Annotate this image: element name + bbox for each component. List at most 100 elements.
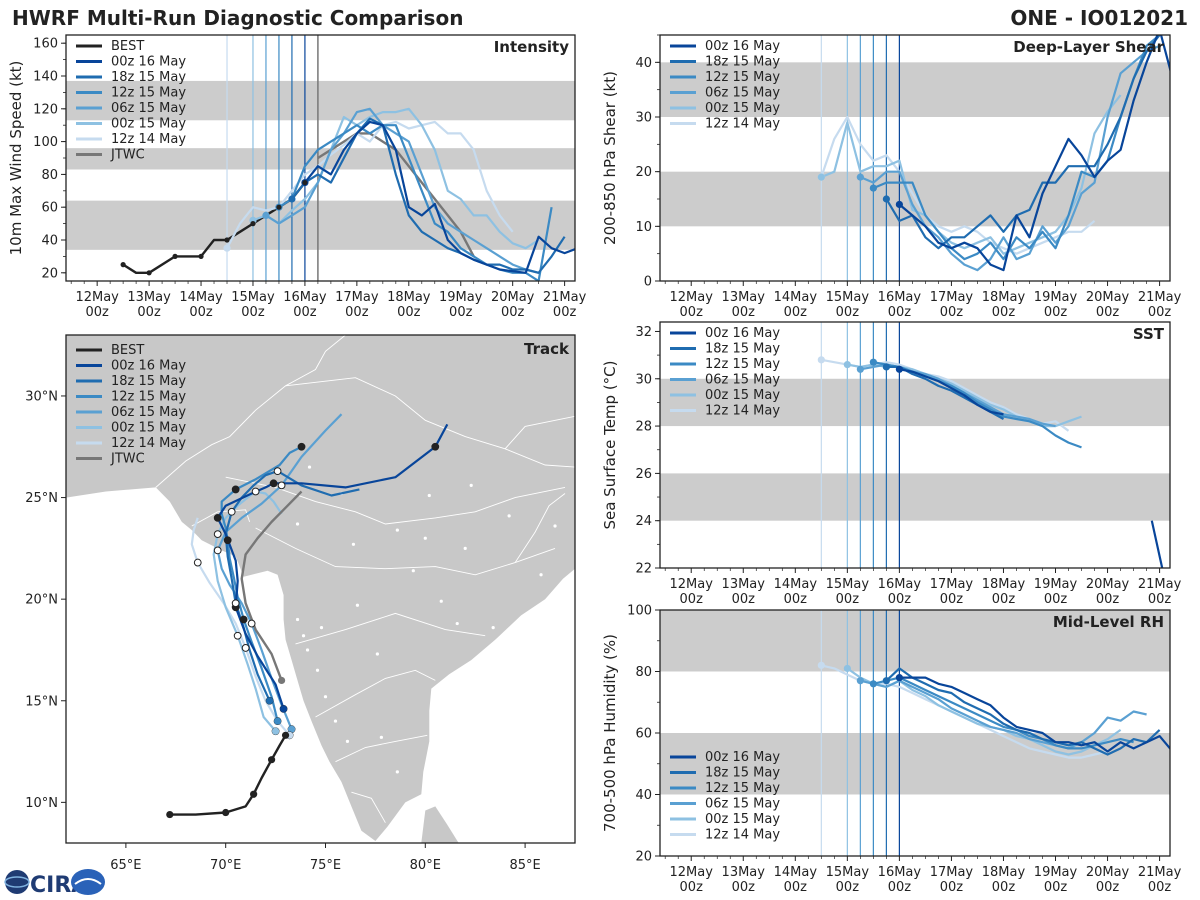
- track-lon-label: 75°E: [310, 858, 341, 873]
- track-lat-label: 30°N: [25, 389, 58, 404]
- map-lake: [395, 528, 399, 532]
- map-lake: [491, 626, 495, 630]
- shear-panel: 01020304012May00z13May00z14May00z15May00…: [601, 34, 1182, 320]
- rh-y-tick-label: 60: [635, 727, 652, 742]
- track-position-marker: [193, 558, 202, 567]
- shear-legend-label: 00z 15 May: [705, 101, 780, 116]
- map-lake: [455, 621, 459, 626]
- intensity-x-tick-hour: 00z: [501, 305, 525, 320]
- track-legend-label: 18z 15 May: [111, 374, 186, 389]
- sst-init-marker: [856, 365, 864, 373]
- shear-x-tick-hour: 00z: [992, 305, 1016, 320]
- track-legend-label: JTWC: [110, 452, 145, 467]
- rh-init-marker: [869, 680, 877, 688]
- map-lake: [463, 546, 467, 550]
- sst-series-line: [899, 368, 1164, 568]
- rh-x-tick-date: 21May: [1138, 865, 1182, 880]
- intensity-legend-label: 18z 15 May: [111, 70, 186, 85]
- track-position-marker: [223, 536, 232, 545]
- track-position-marker: [277, 481, 286, 490]
- intensity-x-tick-date: 13May: [127, 290, 171, 305]
- map-lake: [355, 603, 360, 607]
- intensity-panel-title: Intensity: [494, 38, 570, 56]
- intensity-y-tick-label: 120: [33, 102, 58, 117]
- cira-logo-orbit-icon: [4, 876, 30, 888]
- map-lake: [379, 735, 383, 739]
- map-lake: [539, 573, 543, 577]
- map-lake: [301, 634, 306, 638]
- rh-x-tick-date: 15May: [826, 865, 870, 880]
- track-position-marker: [233, 631, 242, 640]
- track-position-marker: [273, 467, 282, 476]
- track-forecast-line: [190, 517, 291, 737]
- map-lake: [323, 695, 328, 699]
- intensity-x-tick-hour: 00z: [397, 305, 421, 320]
- shear-y-axis-label: 200-850 hPa Shear (kt): [601, 71, 619, 245]
- track-panel: 65°E 70°E 75°E 80°E 85°E 10°N 15°N 20°N 25°N 30°N…: [25, 334, 576, 873]
- map-lake: [411, 569, 415, 573]
- shear-y-tick-label: 10: [635, 220, 652, 235]
- shear-x-tick-hour: 00z: [784, 305, 808, 320]
- track-position-marker: [297, 442, 306, 451]
- intensity-x-tick-hour: 00z: [449, 305, 473, 320]
- track-lat-label: 15°N: [25, 694, 58, 709]
- rh-y-tick-label: 40: [635, 788, 652, 803]
- shear-init-marker: [882, 195, 890, 203]
- track-position-marker: [269, 479, 278, 488]
- track-position-marker: [227, 507, 236, 516]
- shear-x-tick-hour: 00z: [1044, 305, 1068, 320]
- shear-init-marker: [856, 173, 864, 181]
- sst-y-tick-label: 28: [635, 420, 652, 435]
- sst-legend-label: 00z 15 May: [705, 388, 780, 403]
- rh-x-tick-hour: 00z: [888, 880, 912, 895]
- sst-legend-label: 00z 16 May: [705, 326, 780, 341]
- rh-series-line: [899, 676, 1170, 753]
- intensity-x-tick-hour: 00z: [137, 305, 161, 320]
- rh-series-line: [885, 667, 1161, 756]
- rh-x-tick-date: 17May: [930, 865, 974, 880]
- shear-init-marker: [895, 200, 903, 209]
- map-lake: [351, 542, 356, 546]
- rh-panel-title: Mid-Level RH: [1053, 613, 1164, 631]
- track-position-marker: [431, 442, 440, 451]
- shear-x-tick-date: 16May: [878, 290, 922, 305]
- track-legend-label: 12z 15 May: [111, 390, 186, 405]
- sst-x-tick-hour: 00z: [992, 592, 1016, 607]
- track-position-marker: [231, 485, 240, 494]
- intensity-y-tick-label: 100: [33, 135, 58, 150]
- shear-x-tick-hour: 00z: [1096, 305, 1120, 320]
- intensity-best-marker: [198, 253, 204, 259]
- track-position-marker: [241, 644, 250, 652]
- shear-series-line: [872, 35, 1161, 261]
- track-position-marker: [213, 513, 222, 522]
- shear-init-marker: [869, 184, 877, 192]
- sst-init-marker: [817, 356, 825, 364]
- sst-x-tick-hour: 00z: [680, 592, 704, 607]
- shear-init-marker: [817, 173, 825, 181]
- track-best-marker: [222, 808, 230, 817]
- rh-init-marker: [843, 664, 851, 673]
- intensity-best-marker: [224, 237, 230, 243]
- cira-logo-globe-icon: [5, 870, 29, 894]
- rh-shade-band: [660, 610, 1170, 672]
- shear-series-line: [898, 35, 1170, 272]
- map-lake: [507, 514, 511, 518]
- sst-init-marker: [843, 360, 851, 369]
- map-lake: [439, 599, 443, 603]
- shear-axes-frame: [659, 34, 1171, 282]
- sst-x-tick-date: 17May: [930, 577, 974, 592]
- shear-x-tick-date: 19May: [1034, 290, 1078, 305]
- rh-legend-label: 00z 16 May: [705, 750, 780, 765]
- rh-x-tick-hour: 00z: [680, 880, 704, 895]
- intensity-series-line: [291, 117, 566, 274]
- map-lake: [307, 465, 312, 469]
- figure-title: HWRF Multi-Run Diagnostic Comparison: [12, 6, 463, 30]
- rh-x-tick-date: 19May: [1034, 865, 1078, 880]
- rh-series-line: [860, 679, 1147, 750]
- sst-panel: 22242628303212May00z13May00z14May00z15Ma…: [601, 321, 1182, 607]
